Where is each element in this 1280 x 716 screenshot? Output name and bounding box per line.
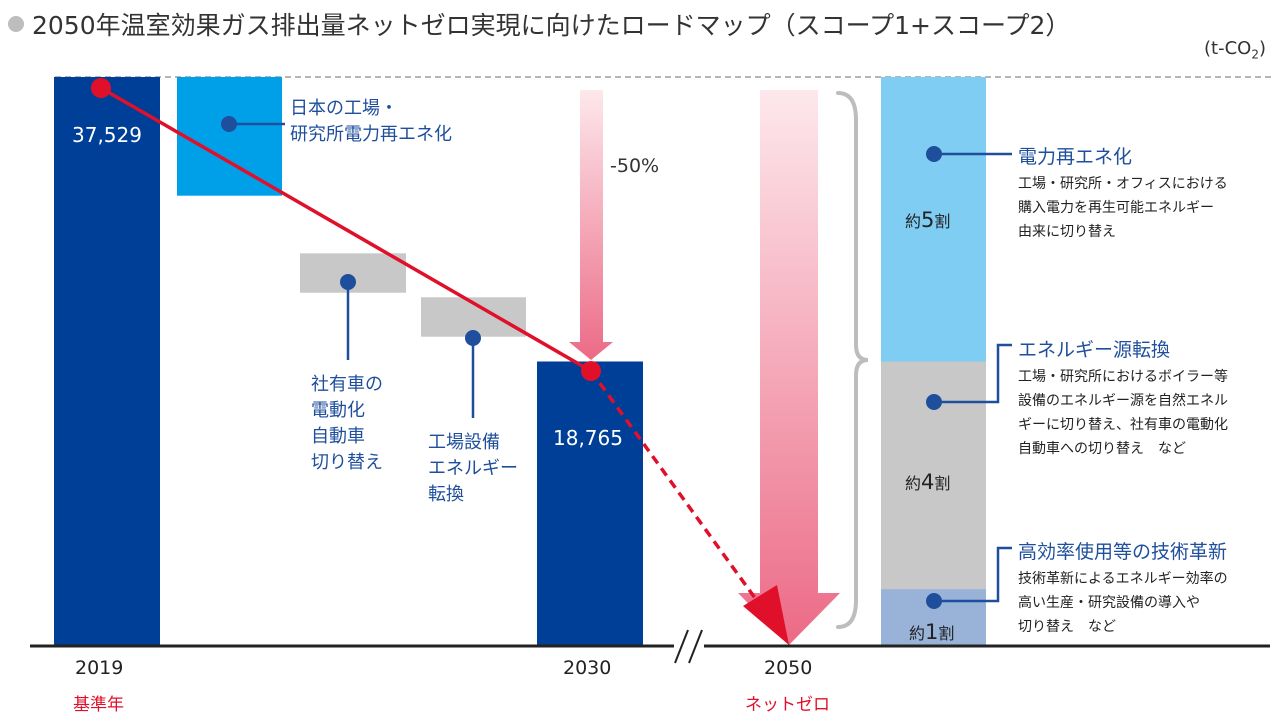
x-tick-2050: 2050	[764, 657, 813, 679]
share-suffix: 割	[938, 624, 955, 643]
share-number: 1	[925, 620, 939, 644]
x-tick-2030: 2030	[563, 657, 612, 679]
net-zero-label: ネットゼロ	[745, 695, 830, 715]
bar-2030	[537, 361, 643, 646]
leader-right-innovation-line	[934, 546, 1012, 603]
category-label-company-cars: 社有車の 電動化 自動車 切り替え	[311, 372, 383, 476]
category-label-line: 日本の工場・	[290, 98, 398, 119]
stack-share-label-innovation: 約1割	[909, 620, 954, 644]
trend-point-2030	[581, 361, 601, 381]
category-label-line: 自動車	[311, 426, 365, 447]
half-reduction-arrow	[569, 90, 613, 360]
chart-title: 2050年温室効果ガス排出量ネットゼロ実現に向けたロードマップ（スコープ1+スコ…	[8, 6, 1070, 42]
category-label-line: エネルギー	[428, 458, 518, 479]
right-heading-energy-source: エネルギー源転換	[1018, 339, 1171, 361]
right-heading-innovation: 高効率使用等の技術革新	[1018, 541, 1228, 563]
share-number: 5	[921, 208, 935, 232]
value-label-2019: 37,529	[72, 123, 142, 147]
share-suffix: 割	[934, 474, 951, 493]
category-label-line: 切り替え	[311, 452, 383, 473]
category-label-line: 社有車の	[311, 374, 383, 395]
share-prefix: 約	[905, 212, 922, 231]
trend-arrowhead	[743, 585, 789, 645]
net-zero-reduction-arrow	[738, 90, 840, 645]
share-prefix: 約	[905, 474, 922, 493]
right-desc-innovation: 技術革新によるエネルギー効率の 高い生産・研究設備の導入や 切り替え など	[1018, 571, 1228, 635]
bar-2019	[54, 77, 160, 646]
unit-subscript: 2	[1251, 47, 1259, 62]
right-desc-renewable: 工場・研究所・オフィスにおける 購入電力を再生可能エネルギー 由来に切り替え	[1018, 176, 1228, 240]
share-prefix: 約	[909, 624, 926, 643]
category-label-line: 転換	[428, 484, 464, 505]
stack-segment-renewable	[881, 77, 986, 362]
leader-right-renewable-dot	[926, 146, 942, 162]
bullet-dot-icon	[8, 16, 24, 32]
leader-right-energy-source-dot	[926, 394, 942, 410]
share-suffix: 割	[934, 212, 951, 231]
stack-share-label-energy-source: 約4割	[905, 470, 950, 494]
right-heading-renewable: 電力再エネ化	[1018, 146, 1133, 168]
base-year-label: 基準年	[73, 695, 124, 715]
value-label-2030: 18,765	[553, 426, 623, 450]
trend-point-2019	[91, 78, 111, 98]
grouping-brace	[836, 91, 869, 629]
axis-break-mark-right	[688, 629, 703, 664]
share-number: 4	[921, 470, 935, 494]
unit-prefix: (t-CO	[1204, 38, 1252, 59]
category-label-line: 工場設備	[428, 432, 500, 453]
x-tick-2019: 2019	[75, 657, 124, 679]
category-label-line: 電動化	[311, 400, 365, 421]
unit-suffix: )	[1258, 38, 1266, 59]
leader-renewable-power-dot	[221, 116, 237, 132]
reduction-50-label: -50%	[610, 155, 660, 177]
leader-company-cars-dot	[340, 274, 356, 290]
category-label-line: 研究所電力再エネ化	[290, 124, 452, 145]
leader-right-energy-source-line	[934, 343, 1012, 404]
trend-line-dashed	[589, 369, 770, 618]
category-label-renewable-power: 日本の工場・ 研究所電力再エネ化	[290, 96, 452, 148]
chart-title-text: 2050年温室効果ガス排出量ネットゼロ実現に向けたロードマップ（スコープ1+スコ…	[32, 11, 1071, 40]
category-label-factory-energy: 工場設備 エネルギー 転換	[428, 430, 518, 508]
bar-reduction-renewable	[177, 77, 282, 196]
axis-break-mark-left	[674, 629, 689, 664]
leader-right-innovation-dot	[926, 593, 942, 609]
unit-label: (t-CO2)	[1204, 38, 1266, 62]
stack-share-label-renewable: 約5割	[905, 208, 950, 232]
leader-factory-energy-dot	[465, 330, 481, 346]
trend-line-solid	[100, 86, 592, 373]
right-desc-energy-source: 工場・研究所におけるボイラー等 設備のエネルギー源を自然エネル ギーに切り替え、…	[1018, 369, 1228, 457]
